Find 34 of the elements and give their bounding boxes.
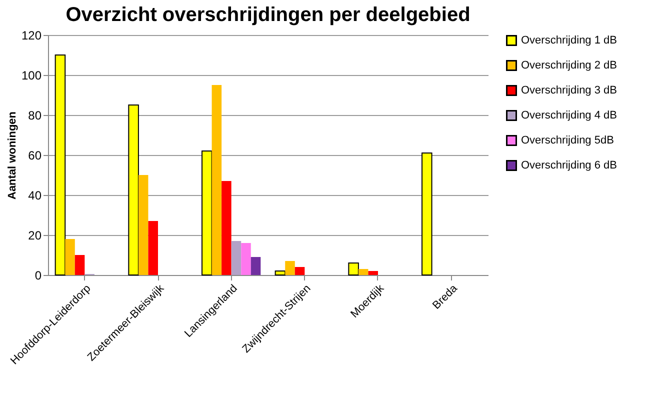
- bar: [128, 104, 139, 276]
- legend-label: Overschrijding 5dB: [521, 134, 614, 146]
- y-axis-title: Aantal woningen: [6, 111, 18, 200]
- bar: [212, 85, 222, 275]
- bar: [54, 54, 66, 276]
- bar: [368, 271, 378, 275]
- bar: [202, 150, 212, 276]
- bar: [231, 241, 242, 275]
- bar: [274, 270, 286, 276]
- y-tick-label: 80: [28, 108, 42, 122]
- legend-label: Overschrijding 6 dB: [521, 160, 617, 172]
- bar: [222, 181, 232, 275]
- bar: [138, 175, 148, 275]
- legend-label: Overschrijding 2 dB: [521, 60, 617, 72]
- y-tick-label: 20: [28, 228, 42, 242]
- bar: [285, 261, 295, 275]
- bar: [65, 239, 75, 275]
- bar: [148, 221, 158, 275]
- bar: [348, 262, 359, 276]
- bar: [422, 152, 432, 276]
- bar: [294, 267, 305, 275]
- y-tick-label: 100: [21, 68, 42, 82]
- bar: [358, 269, 368, 275]
- bar: [250, 257, 261, 275]
- chart-title: Overzicht overschrijdingen per deelgebied: [66, 4, 470, 26]
- legend-label: Overschrijding 3 dB: [521, 84, 617, 96]
- y-tick-label: 60: [28, 148, 42, 162]
- y-tick-label: 0: [34, 268, 42, 282]
- y-tick-label: 40: [28, 188, 42, 202]
- bar: [74, 255, 85, 275]
- legend-label: Overschrijding 4 dB: [521, 110, 617, 122]
- bar: [241, 243, 251, 275]
- legend-label: Overschrijding 1 dB: [521, 34, 617, 46]
- y-tick-label: 120: [21, 28, 42, 42]
